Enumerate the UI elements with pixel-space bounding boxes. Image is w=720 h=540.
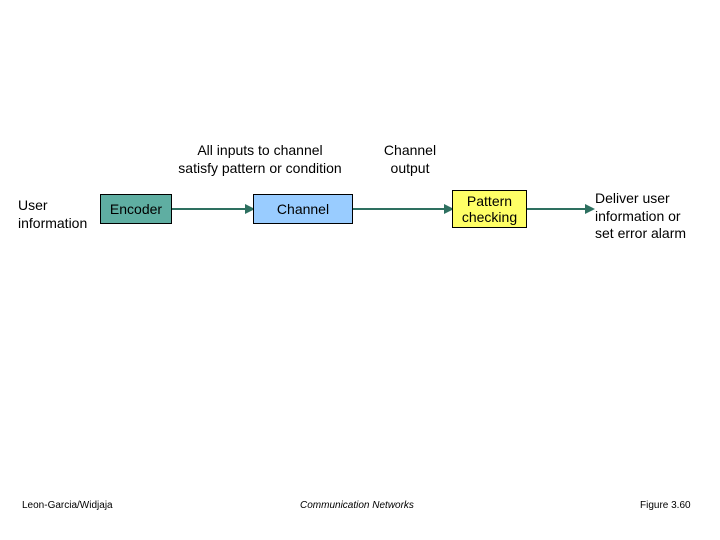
node-channel-label: Channel bbox=[277, 201, 329, 217]
annotation-output: Channeloutput bbox=[370, 142, 450, 177]
arrow-pattern-sink bbox=[527, 208, 585, 210]
source-label: Userinformation bbox=[18, 197, 98, 232]
arrow-encoder-channel bbox=[172, 208, 245, 210]
node-channel: Channel bbox=[253, 194, 353, 224]
node-encoder: Encoder bbox=[100, 194, 172, 224]
node-pattern-label: Patternchecking bbox=[462, 193, 517, 225]
arrow-pattern-sink-head bbox=[585, 204, 595, 214]
annotation-inputs: All inputs to channelsatisfy pattern or … bbox=[170, 142, 350, 177]
node-encoder-label: Encoder bbox=[110, 201, 162, 217]
footer-center: Communication Networks bbox=[300, 500, 414, 511]
arrow-channel-pattern bbox=[353, 208, 444, 210]
sink-label: Deliver userinformation orset error alar… bbox=[595, 190, 715, 243]
footer-right: Figure 3.60 bbox=[640, 500, 691, 511]
footer-left: Leon-Garcia/Widjaja bbox=[22, 500, 113, 511]
node-pattern-checking: Patternchecking bbox=[452, 190, 527, 228]
